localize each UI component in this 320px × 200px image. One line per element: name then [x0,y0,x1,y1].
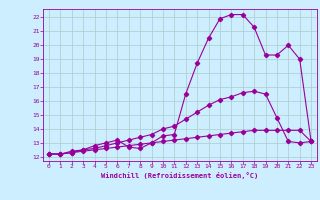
X-axis label: Windchill (Refroidissement éolien,°C): Windchill (Refroidissement éolien,°C) [101,172,259,179]
